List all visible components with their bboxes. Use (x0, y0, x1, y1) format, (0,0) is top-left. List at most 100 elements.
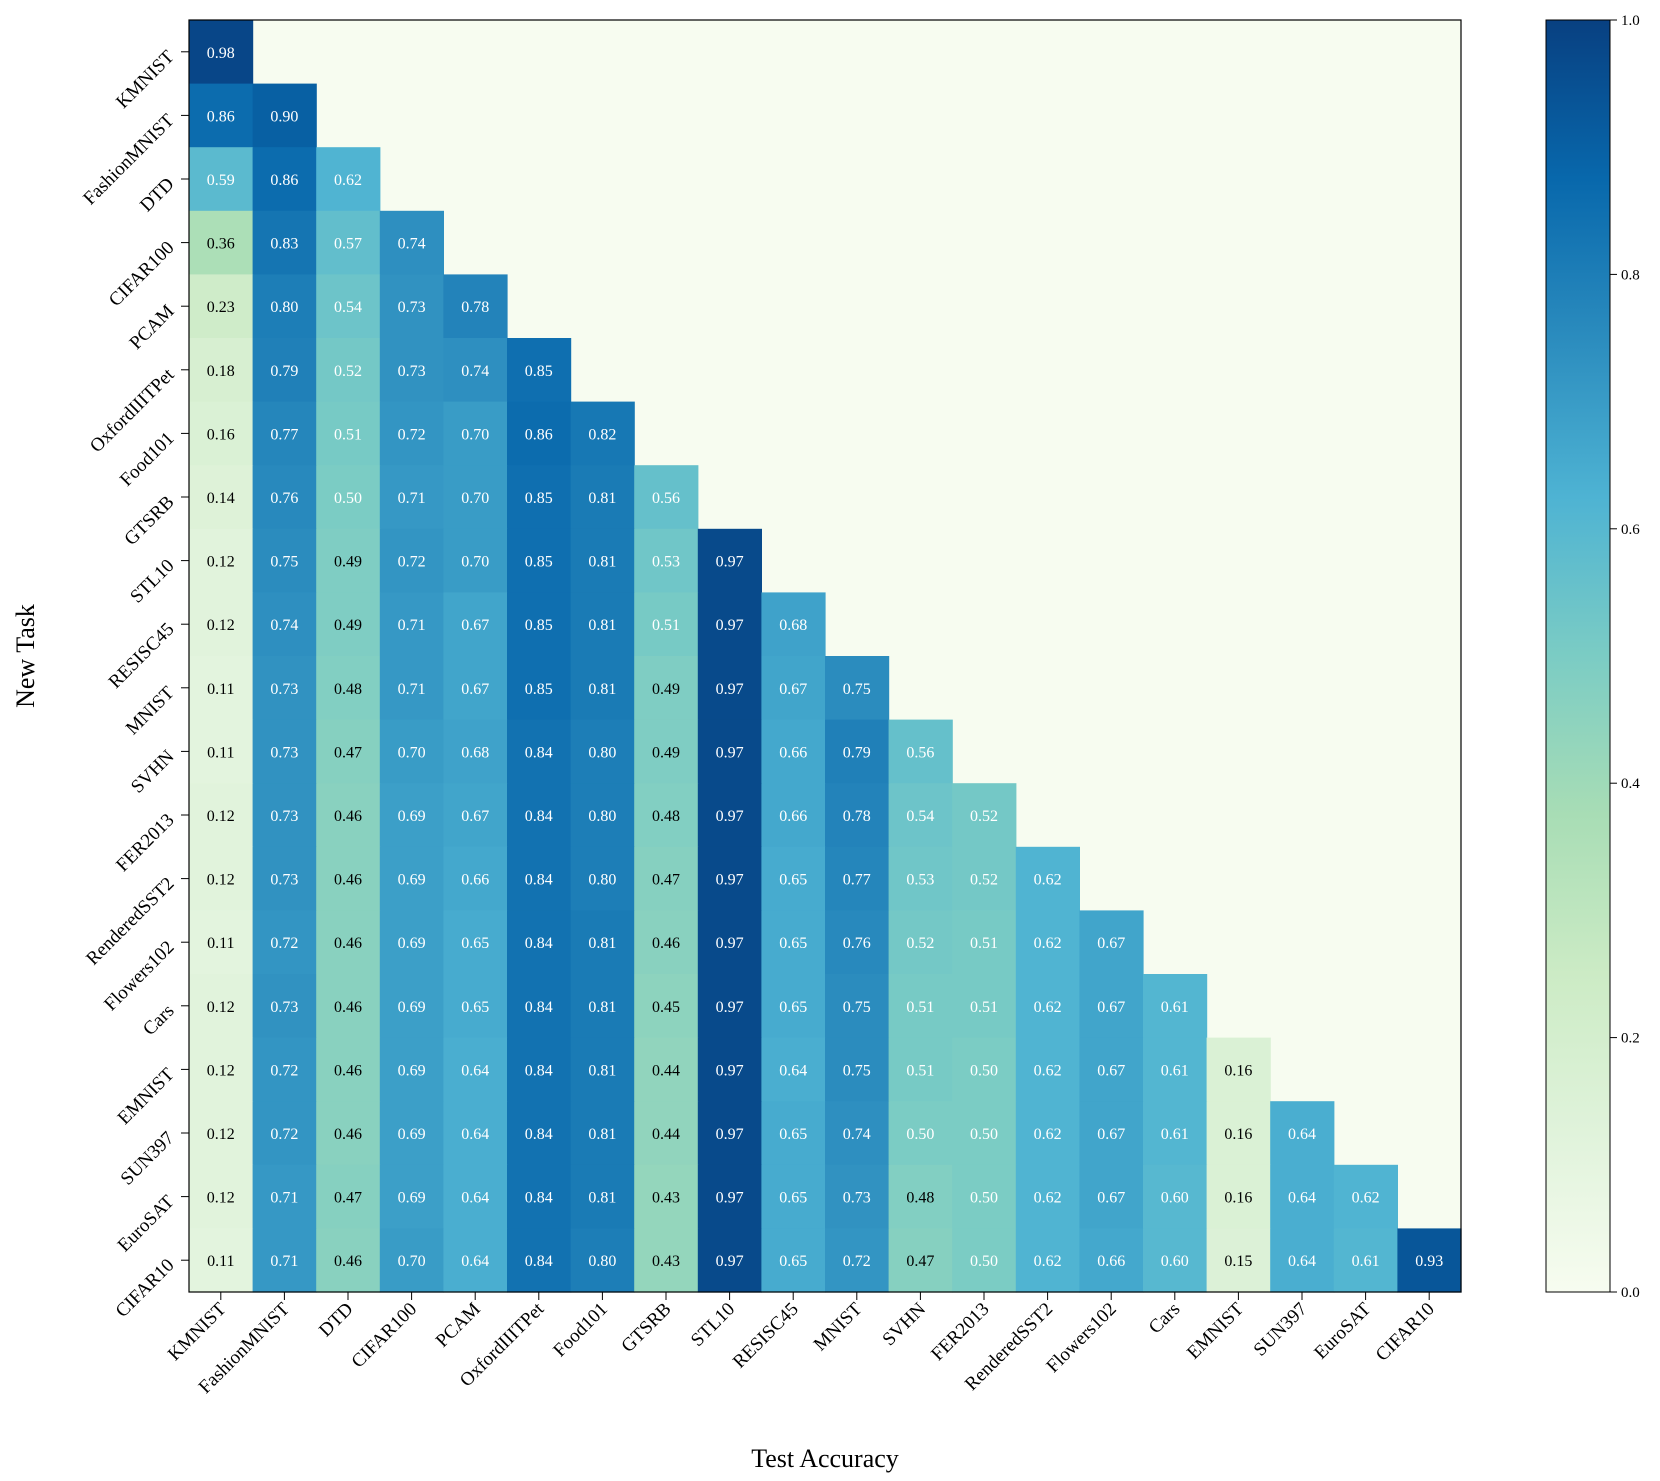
heatmap-cell (316, 465, 381, 530)
x-tick-label: PCAM (432, 1299, 485, 1352)
heatmap-cell (189, 210, 254, 275)
heatmap-cell (570, 974, 635, 1039)
cell-value-label: 0.84 (525, 1126, 553, 1143)
cell-value-label: 0.68 (779, 617, 807, 634)
cell-value-label: 0.71 (398, 617, 426, 634)
cell-value-label: 0.43 (652, 1253, 680, 1270)
heatmap-cell (825, 1101, 890, 1166)
x-tick-label: DTD (315, 1299, 357, 1341)
heatmap-cell (252, 656, 317, 721)
heatmap-cell (379, 1228, 444, 1293)
heatmap-cell (316, 656, 381, 721)
heatmap-cell (443, 910, 508, 975)
cell-value-label: 0.67 (1097, 1126, 1125, 1143)
heatmap-cell (189, 83, 254, 148)
heatmap-cell (825, 656, 890, 721)
cell-value-label: 0.80 (270, 299, 298, 316)
cell-value-label: 0.97 (716, 1190, 744, 1207)
heatmap-cell (570, 465, 635, 530)
cell-value-label: 0.47 (652, 872, 680, 889)
cell-value-label: 0.70 (398, 744, 426, 761)
cell-value-label: 0.97 (716, 1126, 744, 1143)
x-tick-label: Flowers102 (1042, 1299, 1120, 1377)
heatmap-cell (888, 1228, 953, 1293)
heatmap-cell (634, 719, 699, 784)
cell-value-label: 0.49 (334, 554, 362, 571)
cell-value-label: 0.73 (398, 299, 426, 316)
cell-value-label: 0.66 (779, 744, 807, 761)
heatmap-cell (316, 1228, 381, 1293)
colorbar-tick-label: 0.0 (1621, 1285, 1640, 1301)
heatmap-cell (570, 592, 635, 657)
heatmap-cell (379, 210, 444, 275)
y-tick-label: PCAM (126, 301, 179, 354)
heatmap-cell (1079, 1228, 1144, 1293)
y-tick-label: Cars (139, 1000, 178, 1039)
heatmap-cell (379, 719, 444, 784)
heatmap-cell (443, 1101, 508, 1166)
cell-value-label: 0.11 (207, 744, 234, 761)
cell-value-label: 0.81 (588, 490, 616, 507)
heatmap-cell (1143, 1228, 1208, 1293)
cell-value-label: 0.53 (652, 554, 680, 571)
x-tick-label: CIFAR10 (1372, 1299, 1439, 1366)
cell-value-label: 0.90 (270, 108, 298, 125)
heatmap-cell (507, 1037, 572, 1102)
heatmap-cell (761, 1228, 826, 1293)
cell-value-label: 0.77 (843, 872, 871, 889)
heatmap-cell (761, 974, 826, 1039)
x-tick-label: SUN397 (1250, 1299, 1312, 1361)
heatmap-cell (316, 719, 381, 784)
heatmap-cell (634, 1101, 699, 1166)
cell-value-label: 0.69 (398, 999, 426, 1016)
cell-value-label: 0.51 (906, 1062, 934, 1079)
cell-value-label: 0.81 (588, 1126, 616, 1143)
cell-value-label: 0.85 (525, 681, 553, 698)
cell-value-label: 0.51 (970, 999, 998, 1016)
heatmap-cell (507, 783, 572, 848)
heatmap-cell (1333, 1164, 1398, 1229)
heatmap-cell (507, 719, 572, 784)
heatmap-cell (252, 401, 317, 466)
cell-value-label: 0.73 (270, 744, 298, 761)
cell-value-label: 0.69 (398, 808, 426, 825)
cell-value-label: 0.47 (906, 1253, 934, 1270)
cell-value-label: 0.78 (461, 299, 489, 316)
heatmap-cell (1206, 1164, 1271, 1229)
x-tick-label: GTSRB (617, 1299, 675, 1357)
cell-value-label: 0.68 (461, 744, 489, 761)
cell-value-label: 0.53 (906, 872, 934, 889)
heatmap-cell (443, 846, 508, 911)
cell-value-label: 0.84 (525, 935, 553, 952)
heatmap-cell (697, 1228, 762, 1293)
heatmap-cell (507, 338, 572, 403)
cell-value-label: 0.85 (525, 363, 553, 380)
heatmap-cell (697, 846, 762, 911)
cell-value-label: 0.51 (906, 999, 934, 1016)
heatmap-cell (189, 910, 254, 975)
cell-value-label: 0.75 (843, 1062, 871, 1079)
cell-value-label: 0.85 (525, 617, 553, 634)
heatmap-cell (888, 846, 953, 911)
heatmap-cell (252, 147, 317, 212)
cell-value-label: 0.65 (779, 1126, 807, 1143)
y-axis-title: New Task (11, 604, 40, 708)
y-tick-label: DTD (136, 174, 178, 216)
cell-value-label: 0.16 (1224, 1126, 1252, 1143)
heatmap-cell (634, 656, 699, 721)
cell-value-label: 0.67 (1097, 999, 1125, 1016)
heatmap-cell (252, 783, 317, 848)
cell-value-label: 0.86 (207, 108, 235, 125)
heatmap-cell (379, 656, 444, 721)
heatmap-cell (761, 1164, 826, 1229)
cell-value-label: 0.84 (525, 872, 553, 889)
cell-value-label: 0.50 (970, 1126, 998, 1143)
cell-value-label: 0.12 (207, 617, 235, 634)
heatmap-cell (634, 592, 699, 657)
heatmap-cell (443, 274, 508, 339)
cell-value-label: 0.23 (207, 299, 235, 316)
cell-value-label: 0.56 (906, 744, 934, 761)
heatmap-cell (252, 974, 317, 1039)
heatmap-cell (1015, 846, 1080, 911)
heatmap-cell (888, 719, 953, 784)
